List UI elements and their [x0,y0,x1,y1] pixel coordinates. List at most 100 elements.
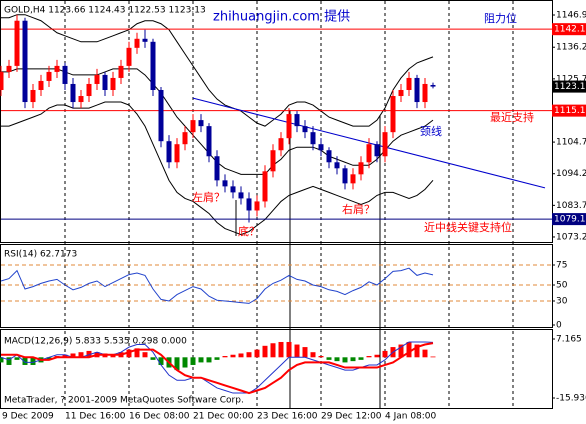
price-panel [0,0,553,243]
annotation: 左肩？ [192,190,225,204]
histogram-bar [110,354,116,358]
histogram-bar [182,357,188,368]
histogram-bar [414,344,420,358]
price-title: GOLD,H4 1123.66 1124.43 1122.53 1123.13 [4,6,206,16]
candle-body [278,138,284,151]
candle-body [270,150,276,172]
histogram-bar [270,343,276,358]
x-tick-label: 9 Dec 2009 [2,412,54,422]
candle-body [342,168,348,184]
candle-body [62,65,68,84]
histogram-bar [254,349,260,358]
candle-body [38,80,44,90]
level-label-box [552,104,586,117]
histogram-bar [22,357,28,365]
histogram-bar [374,354,380,358]
annotation: 近中线关键支持位 [424,220,512,234]
x-tick-label: 16 Dec 08:00 [129,412,190,422]
histogram-bar [326,357,332,360]
candle-body [326,150,332,163]
y-tick-label: 30 [556,297,568,307]
candle-body [182,132,188,145]
candle-body [54,65,60,72]
candle-body [390,96,396,133]
candle-body [94,74,100,84]
candle-body [406,77,412,90]
histogram-bar [126,349,132,358]
candle-body [142,38,148,42]
candle-body [310,132,316,145]
candle-body [422,83,428,103]
candle-body [230,186,236,193]
band-upper [1,14,434,127]
histogram-bar [286,341,292,358]
histogram-bar [278,341,284,358]
candle-body [358,162,364,175]
macd-panel [0,329,553,409]
candle-body [350,174,356,184]
candle-body [158,89,164,142]
candle-body [222,180,228,187]
candle-body [134,38,140,48]
macd-title: MACD(12,26,9) 5.833 5.535 0.298 0.000 [4,337,187,347]
candle-body [86,83,92,97]
y-tick-label: 1146.90 [556,10,586,20]
histogram-bar [406,341,412,358]
histogram-bar [350,357,356,362]
histogram-bar [262,345,268,358]
y-tick-label: 1104.70 [556,138,586,148]
candle-body [374,144,380,157]
candle-body [70,83,76,103]
y-tick-label: 75 [556,261,567,271]
candle-body [126,47,132,66]
y-tick-label: 1094.20 [556,169,586,179]
histogram-bar [142,352,148,358]
candle-body [46,71,52,81]
histogram-bar [174,357,180,371]
candle-body [430,84,436,87]
histogram-bar [398,344,404,358]
histogram-bar [366,356,372,358]
x-tick-label: 4 Jan 08:00 [385,412,437,422]
rsi-title: RSI(14) 62.7173 [4,250,77,260]
rsi-line [0,267,434,304]
candle-body [198,120,204,127]
y-tick-label: 50 [556,281,568,291]
annotation: 底？ [238,224,260,238]
histogram-bar [214,357,220,360]
histogram-bar [198,357,204,363]
histogram-bar [238,353,244,358]
histogram-bar [30,357,36,365]
histogram-bar [382,350,388,358]
candle-body [110,77,116,90]
y-tick-label: 1136.20 [556,43,586,53]
histogram-bar [86,350,92,358]
candle-body [366,144,372,163]
histogram-bar [302,347,308,358]
histogram-bar [358,357,364,360]
candle-body [238,192,244,199]
histogram-bar [46,357,52,360]
candle-body [254,201,260,211]
annotation: 右肩？ [342,202,375,216]
histogram-bar [14,357,20,360]
candle-body [118,65,124,78]
histogram-bar [78,352,84,358]
annotation: 最近支持 [490,110,534,124]
histogram-bar [62,354,68,358]
histogram-bar [6,357,12,365]
histogram-bar [310,352,316,358]
level-label-box [552,213,586,226]
histogram-bar [342,357,348,363]
candle-body [30,89,36,103]
candle-body [398,89,404,97]
candle-body [150,41,156,90]
y-tick-label: 0 [556,321,562,331]
candle-body [286,114,292,139]
candle-body [382,132,388,157]
candle-body [190,120,196,133]
candle-body [78,96,84,103]
candle-body [6,65,12,72]
annotation: 阻力位 [484,11,517,25]
